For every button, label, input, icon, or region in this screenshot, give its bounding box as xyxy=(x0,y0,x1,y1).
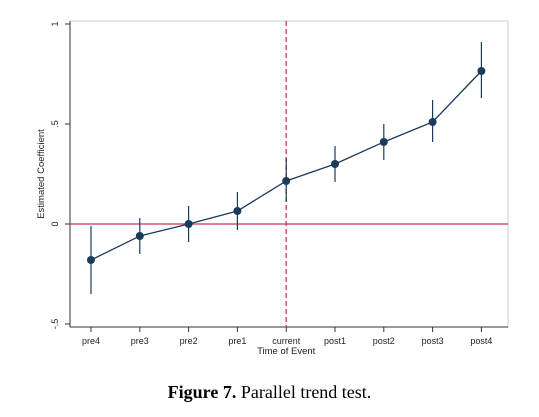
y-tick-label: 0 xyxy=(50,221,60,226)
data-point xyxy=(428,118,437,126)
x-tick-label: post4 xyxy=(470,336,492,346)
data-point xyxy=(135,232,144,240)
x-tick-label: current xyxy=(272,336,301,346)
figure-caption-label: Figure 7. xyxy=(167,382,237,402)
data-point xyxy=(477,67,486,75)
x-tick-label: pre3 xyxy=(131,336,149,346)
figure-caption: Figure 7. Parallel trend test. xyxy=(0,382,539,403)
event-study-chart: -.5 0 .5 1 Estimated Coefficient pre4 pre3 pre2… xyxy=(36,20,509,357)
x-tick-label: pre1 xyxy=(228,336,246,346)
x-tick-label: post1 xyxy=(324,336,346,346)
data-point xyxy=(184,220,193,228)
figure-caption-text: Parallel trend test. xyxy=(236,382,372,402)
data-point xyxy=(233,207,242,215)
data-point xyxy=(282,177,291,185)
x-tick-label: post3 xyxy=(422,336,444,346)
data-point xyxy=(379,138,388,146)
x-tick-label: post2 xyxy=(373,336,395,346)
y-tick-label: .5 xyxy=(50,120,60,128)
y-tick-label: 1 xyxy=(50,21,60,26)
y-axis-title: Estimated Coefficient xyxy=(36,129,47,219)
x-axis-title: Time of Event xyxy=(257,346,316,357)
data-point xyxy=(331,160,339,168)
y-tick-label: -.5 xyxy=(50,319,60,330)
plot-border xyxy=(69,20,509,328)
x-tick-label: pre2 xyxy=(180,336,198,346)
x-tick-label: pre4 xyxy=(82,336,100,346)
data-point xyxy=(87,256,95,264)
